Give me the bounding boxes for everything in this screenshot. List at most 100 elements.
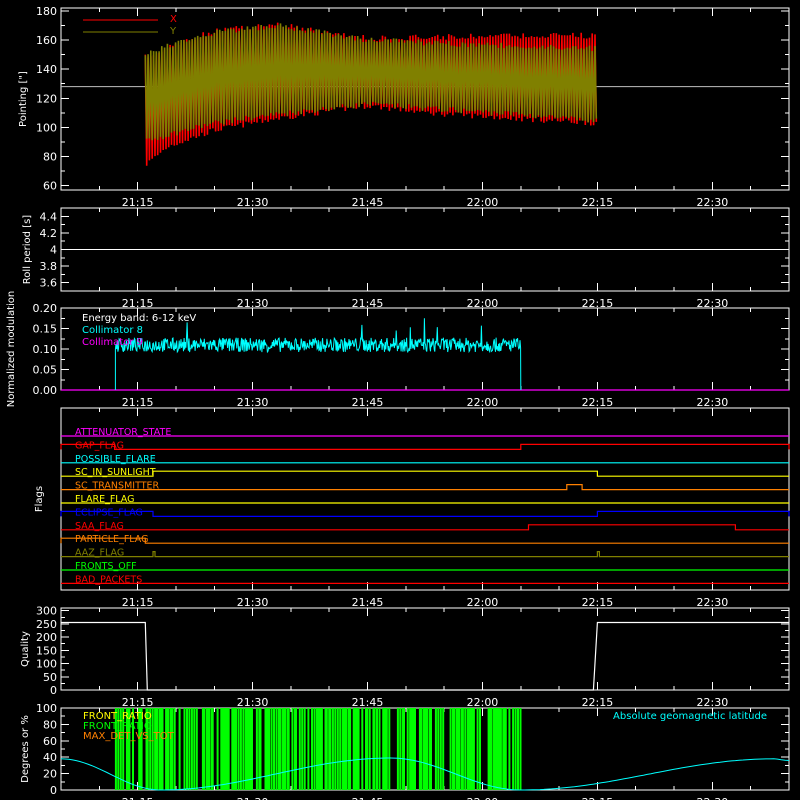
y-tick-label: 60	[43, 180, 57, 193]
y-tick-label: 50	[43, 671, 57, 684]
y-tick-label: 60	[43, 735, 57, 748]
legend-front-ratio-green: FRONT_RATIO	[83, 721, 152, 732]
legend-label-y: Y	[169, 26, 177, 37]
flag-trace-eclipse-flag	[60, 510, 790, 517]
x-tick-label: 22:30	[697, 696, 729, 709]
flag-label-possible-flare: POSSIBLE_FLARE	[75, 454, 156, 465]
flags-y-label: Flags	[34, 486, 45, 512]
flag-label-attenuator-state: ATTENUATOR_STATE	[75, 427, 171, 438]
pointing-y-label: Pointing ["]	[18, 71, 29, 127]
legend-front-ratio-yellow: FRONT_RATIO	[83, 711, 152, 722]
y-tick-label: 4.2	[40, 227, 58, 240]
x-tick-label: 21:30	[237, 196, 269, 209]
x-tick-label: 22:00	[467, 196, 499, 209]
x-tick-label: 21:30	[237, 596, 269, 609]
geomagnetic-latitude-line	[60, 757, 790, 791]
y-tick-label: 0.05	[33, 364, 58, 377]
y-tick-label: 0.15	[33, 323, 58, 336]
x-tick-label: 21:30	[237, 297, 269, 310]
flag-trace-saa-flag	[61, 524, 789, 531]
roll-y-label: Roll period [s]	[22, 215, 33, 284]
x-tick-label: 22:15	[582, 297, 614, 310]
y-tick-label: 0.00	[33, 384, 58, 397]
x-tick-label: 21:30	[237, 696, 269, 709]
flag-trace-sc-transmitter	[61, 484, 789, 491]
quality-y-label: Quality	[20, 631, 31, 667]
flag-label-sc-transmitter: SC_TRANSMITTER	[75, 481, 160, 492]
y-tick-label: 120	[36, 92, 57, 105]
y-tick-label: 4.4	[40, 210, 58, 223]
x-tick-label: 22:30	[697, 396, 729, 409]
y-tick-label: 40	[43, 751, 57, 764]
x-tick-label: 22:30	[697, 196, 729, 209]
flag-label-gap-flag: GAP_FLAG	[75, 440, 124, 451]
x-tick-label: 22:00	[467, 796, 499, 800]
flag-label-flare-flag: FLARE_FLAG	[75, 494, 135, 505]
x-tick-label: 21:15	[122, 297, 154, 310]
y-tick-label: 100	[36, 658, 57, 671]
y-tick-label: 4	[50, 244, 57, 257]
x-tick-label: 22:30	[697, 596, 729, 609]
y-tick-label: 0	[50, 684, 57, 697]
x-tick-label: 22:15	[582, 696, 614, 709]
legend-collimator-8: Collimator 8	[82, 325, 143, 336]
axes-frame	[60, 607, 790, 691]
flag-trace-aaz-flag	[61, 551, 789, 558]
y-tick-label: 250	[36, 618, 57, 631]
x-tick-label: 21:45	[352, 196, 384, 209]
x-tick-label: 21:45	[352, 796, 384, 800]
y-tick-label: 0	[50, 784, 57, 797]
flag-label-sc-in-sunlight: SC_IN_SUNLIGHT	[75, 467, 156, 478]
x-tick-label: 21:15	[122, 696, 154, 709]
axes-frame	[60, 407, 790, 591]
x-tick-label: 21:30	[237, 796, 269, 800]
flag-label-fronts-off: FRONTS_OFF	[75, 561, 137, 572]
axes-frame	[60, 7, 790, 191]
x-tick-label: 22:15	[582, 396, 614, 409]
geomagnetic-panel: 21:15 21:30 21:45 22:00 22:15 22:30 0 20 40 60 80 1…	[20, 702, 790, 800]
y-tick-label: 20	[43, 768, 57, 781]
x-tick-label: 22:15	[582, 796, 614, 800]
y-tick-label: 100	[36, 121, 57, 134]
y-tick-label: 200	[36, 631, 57, 644]
geomag-y-label: Degrees or %	[20, 715, 31, 783]
x-tick-label: 22:00	[467, 696, 499, 709]
flag-label-eclipse-flag: ECLIPSE_FLAG	[75, 507, 143, 518]
x-tick-label: 21:15	[122, 396, 154, 409]
y-tick-label: 0.10	[33, 343, 58, 356]
energy-band-annotation: Energy band: 6-12 keV	[82, 313, 196, 324]
x-tick-label: 21:15	[122, 596, 154, 609]
x-tick-label: 21:45	[352, 596, 384, 609]
x-tick-label: 21:45	[352, 297, 384, 310]
legend-max-det-vs-tot: MAX_DET_VS_TOT	[83, 731, 175, 742]
x-tick-label: 22:30	[697, 297, 729, 310]
y-tick-label: 300	[36, 605, 57, 618]
quality-panel: 21:15 21:30 21:45 22:00 22:15 22:300501001502…	[20, 605, 790, 709]
flag-trace-sc-in-sunlight	[61, 470, 789, 477]
legend-collimator-9: Collimator 9	[82, 337, 143, 348]
series-y-line	[144, 23, 598, 141]
legend-label-x: X	[170, 14, 177, 25]
x-tick-label: 22:30	[697, 796, 729, 800]
pointing-panel: 21:15 21:30 21:45 22:00 22:15 22:30 60 80 100 120…	[18, 5, 790, 209]
x-tick-label: 21:15	[122, 196, 154, 209]
x-tick-label: 21:45	[352, 396, 384, 409]
modulation-panel: 21:15 21:30 21:45 22:00 22:15 22:30 0.00 0.05 0.…	[6, 291, 790, 409]
flag-label-saa-flag: SAA_FLAG	[75, 521, 124, 532]
y-tick-label: 180	[36, 5, 57, 18]
flag-label-aaz-flag: AAZ_FLAG	[75, 548, 124, 559]
y-tick-label: 80	[43, 718, 57, 731]
y-tick-label: 80	[43, 151, 57, 164]
geomagnetic-annotation: Absolute geomagnetic latitude	[613, 711, 767, 722]
x-tick-label: 21:45	[352, 696, 384, 709]
x-tick-label: 21:30	[237, 396, 269, 409]
x-tick-label: 22:00	[467, 596, 499, 609]
flags-panel: 21:15 21:30 21:45 22:00 22:15 22:30 Flags ATTEN…	[34, 407, 790, 609]
y-tick-label: 0.20	[33, 302, 58, 315]
roll-period-panel: 21:15 21:30 21:45 22:00 22:15 22:30 3.6 3.8 4 4.2…	[22, 207, 790, 310]
x-tick-label: 22:15	[582, 196, 614, 209]
x-tick-label: 21:15	[122, 796, 154, 800]
front-ratio-bars	[114, 708, 522, 790]
